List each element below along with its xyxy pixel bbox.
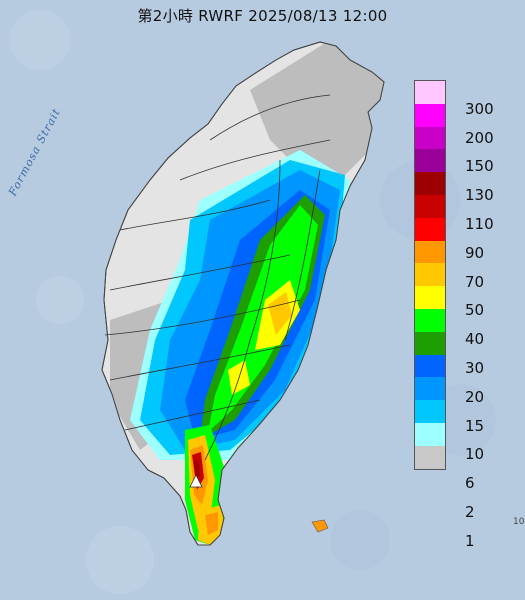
legend-label: 110 <box>465 215 494 233</box>
legend-label: 6 <box>465 474 475 493</box>
legend-swatch <box>415 149 445 173</box>
coastline <box>101 41 385 546</box>
legend-swatch <box>415 81 445 104</box>
legend-label: 20 <box>465 387 485 406</box>
legend-label: 15 <box>465 416 485 435</box>
river-network <box>104 94 331 461</box>
legend-swatch <box>415 172 445 195</box>
offshore-island <box>311 519 329 533</box>
legend-swatch <box>415 103 445 127</box>
legend-swatch <box>415 194 445 218</box>
legend-label: 300 <box>465 99 494 118</box>
legend-swatch <box>415 354 445 378</box>
color-legend <box>414 80 446 470</box>
legend-labels: 300 200 150 130 110 90 70 50 40 30 20 15 10 6 2 1 <box>448 80 518 570</box>
station-marker-icon <box>189 474 203 488</box>
legend-label: 130 <box>465 186 494 205</box>
legend-label: 200 <box>465 128 494 147</box>
legend-label: 10 <box>465 445 485 464</box>
legend-label: 90 <box>465 243 485 262</box>
legend-label: 150 <box>465 157 494 176</box>
legend-label: 40 <box>465 330 485 349</box>
legend-label: 2 <box>465 503 475 521</box>
legend-swatch <box>415 331 445 355</box>
legend-swatch <box>415 263 445 287</box>
legend-swatch <box>415 308 445 332</box>
legend-swatch <box>415 400 445 423</box>
legend-swatch <box>415 240 445 264</box>
legend-swatch <box>415 445 445 469</box>
legend-swatch <box>415 126 445 150</box>
legend-swatch <box>415 422 445 446</box>
legend-swatch <box>415 377 445 401</box>
legend-swatch <box>415 286 445 309</box>
legend-label: 50 <box>465 301 485 320</box>
map-title: 第2小時 RWRF 2025/08/13 12:00 <box>137 7 388 25</box>
legend-swatch <box>415 217 445 241</box>
legend-label: 1 <box>465 531 475 550</box>
legend-label: 30 <box>465 359 485 377</box>
edge-label: 10 <box>513 517 525 527</box>
legend-label: 70 <box>465 272 485 291</box>
